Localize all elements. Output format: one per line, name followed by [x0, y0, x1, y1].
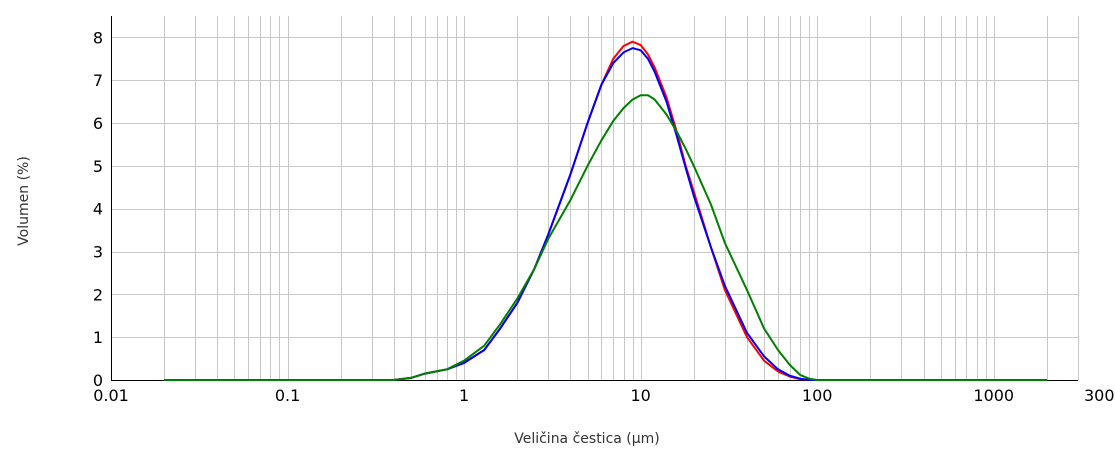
axes [111, 16, 1078, 381]
x-tick-label: 100 [802, 386, 833, 405]
y-tick-label: 3 [93, 243, 103, 262]
y-axis-title: Volumen (%) [16, 156, 32, 246]
x-tick-label: 10 [630, 386, 650, 405]
y-tick-label: 0 [93, 371, 103, 390]
y-tick-label: 5 [93, 157, 103, 176]
x-tick-label: 1 [459, 386, 469, 405]
y-tick-label: 2 [93, 285, 103, 304]
x-tick-label: 3000 [1084, 386, 1115, 405]
series-line-3 [164, 94, 1047, 381]
series-line-1 [164, 40, 1047, 381]
x-tick-label: 1000 [973, 386, 1014, 405]
y-tick-label: 4 [93, 200, 103, 219]
y-tick-label: 6 [93, 114, 103, 133]
y-tick-label: 1 [93, 328, 103, 347]
series-group [164, 40, 1047, 381]
x-tick-label: 0.1 [275, 386, 300, 405]
x-tick-label: 0.01 [93, 386, 129, 405]
series-line-2 [164, 47, 1047, 381]
tick-labels: 0 1 2 3 4 5 6 7 8 0.01 0.1 1 10 100 1000 3000 [93, 28, 1115, 405]
x-axis-title: Veličina čestica (µm) [514, 431, 660, 447]
y-tick-label: 7 [93, 71, 103, 90]
grid [111, 16, 1079, 380]
y-tick-label: 8 [93, 28, 103, 47]
